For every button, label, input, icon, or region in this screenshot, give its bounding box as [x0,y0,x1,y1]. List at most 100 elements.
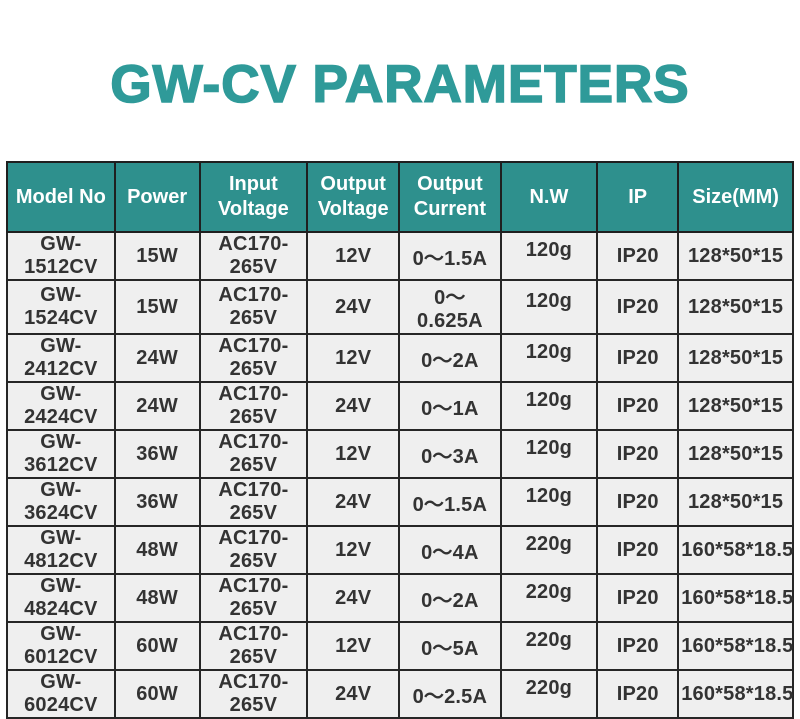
table-cell-output-voltage: 12V [306,429,401,479]
table-cell-input-voltage: AC170-265V [198,621,309,671]
table-cell-input-voltage: AC170-265V [198,477,309,527]
table-cell-ip: IP20 [596,573,680,623]
table-cell-size-mm: 128*50*15 [677,279,794,335]
table-cell-power: 24W [113,333,201,383]
table-cell-power: 36W [113,429,201,479]
table-cell-ip: IP20 [596,525,680,575]
table-body: GW-1512CV 15W AC170-265V 12V 0～1.5A 120g IP20 1… [6,231,794,719]
table-cell-size-mm: 160*58*18.5 [677,525,794,575]
table-cell-nw: 220g [499,525,599,575]
table-cell-input-voltage: AC170-265V [198,381,309,431]
column-header-size-mm: Size(MM) [677,161,794,233]
table-cell-output-current: 0～1A [398,381,502,431]
table-cell-nw: 120g [499,279,599,335]
table-cell-power: 60W [113,621,201,671]
column-header-output-current: Output Current [398,161,502,233]
table-cell-output-current: 0～2.5A [398,669,502,719]
table-cell-nw: 120g [499,429,599,479]
table-cell-nw: 120g [499,381,599,431]
table-row: GW-3624CV 36W AC170-265V 24V 0～1.5A 120g IP20 1… [6,477,794,527]
table-cell-output-voltage: 24V [306,669,401,719]
table-cell-size-mm: 160*58*18.5 [677,669,794,719]
table-row: GW-2412CV 24W AC170-265V 12V 0～2A 120g IP20 128… [6,333,794,383]
table-cell-model-no: GW-1512CV [6,231,116,281]
table-row: GW-4812CV 48W AC170-265V 12V 0～4A 220g IP20 160… [6,525,794,575]
table-cell-size-mm: 128*50*15 [677,381,794,431]
table-cell-ip: IP20 [596,333,680,383]
table-cell-output-voltage: 24V [306,477,401,527]
table-row: GW-6024CV 60W AC170-265V 24V 0～2.5A 220g IP20 1… [6,669,794,719]
table-row: GW-2424CV 24W AC170-265V 24V 0～1A 120g IP20 128… [6,381,794,431]
table-cell-size-mm: 160*58*18.5 [677,573,794,623]
table-cell-size-mm: 128*50*15 [677,333,794,383]
table-cell-ip: IP20 [596,477,680,527]
table-cell-nw: 220g [499,669,599,719]
column-header-input-voltage: Input Voltage [198,161,309,233]
column-header-model-no: Model No [6,161,116,233]
page-title: GW-CV PARAMETERS [110,55,690,114]
table-cell-output-current: 0～3A [398,429,502,479]
table-cell-power: 15W [113,279,201,335]
table-cell-model-no: GW-2412CV [6,333,116,383]
table-cell-ip: IP20 [596,669,680,719]
table-cell-ip: IP20 [596,621,680,671]
table-cell-model-no: GW-6024CV [6,669,116,719]
parameters-table: Model No Power Input Voltage Output Volt… [6,161,794,719]
column-header-power: Power [113,161,201,233]
table-cell-input-voltage: AC170-265V [198,333,309,383]
table-cell-nw: 120g [499,477,599,527]
table-cell-input-voltage: AC170-265V [198,669,309,719]
table-cell-output-voltage: 12V [306,621,401,671]
table-cell-model-no: GW-3612CV [6,429,116,479]
table-row: GW-1512CV 15W AC170-265V 12V 0～1.5A 120g IP20 1… [6,231,794,281]
table-header-row: Model No Power Input Voltage Output Volt… [6,161,794,233]
table-cell-nw: 120g [499,333,599,383]
table-row: GW-6012CV 60W AC170-265V 12V 0～5A 220g IP20 160… [6,621,794,671]
table-cell-power: 36W [113,477,201,527]
table-cell-output-voltage: 12V [306,525,401,575]
table-cell-ip: IP20 [596,231,680,281]
table-cell-model-no: GW-3624CV [6,477,116,527]
table-cell-output-voltage: 24V [306,573,401,623]
table-row: GW-1524CV 15W AC170-265V 24V 0～0.625A 120g IP2… [6,279,794,335]
table-cell-output-current: 0～1.5A [398,231,502,281]
table-cell-ip: IP20 [596,279,680,335]
table-cell-model-no: GW-6012CV [6,621,116,671]
table-cell-output-current: 0～1.5A [398,477,502,527]
table-cell-output-current: 0～2A [398,573,502,623]
table-cell-nw: 220g [499,573,599,623]
table-cell-output-current: 0～0.625A [398,279,502,335]
column-header-ip: IP [596,161,680,233]
table-cell-model-no: GW-4824CV [6,573,116,623]
table-cell-input-voltage: AC170-265V [198,231,309,281]
table-cell-output-current: 0～2A [398,333,502,383]
table-cell-size-mm: 128*50*15 [677,231,794,281]
table-cell-size-mm: 128*50*15 [677,477,794,527]
table-cell-power: 48W [113,573,201,623]
table-cell-output-voltage: 12V [306,231,401,281]
table-cell-ip: IP20 [596,429,680,479]
table-cell-output-current: 0～4A [398,525,502,575]
table-cell-nw: 220g [499,621,599,671]
table-cell-power: 15W [113,231,201,281]
table-cell-model-no: GW-1524CV [6,279,116,335]
table-cell-power: 60W [113,669,201,719]
table-cell-input-voltage: AC170-265V [198,573,309,623]
column-header-nw: N.W [499,161,599,233]
table-cell-input-voltage: AC170-265V [198,279,309,335]
table-row: GW-4824CV 48W AC170-265V 24V 0～2A 220g IP20 160… [6,573,794,623]
table-cell-size-mm: 128*50*15 [677,429,794,479]
table-cell-output-voltage: 12V [306,333,401,383]
table-cell-ip: IP20 [596,381,680,431]
table-cell-output-voltage: 24V [306,381,401,431]
table-cell-model-no: GW-4812CV [6,525,116,575]
table-cell-output-voltage: 24V [306,279,401,335]
table-cell-power: 48W [113,525,201,575]
table-cell-size-mm: 160*58*18.5 [677,621,794,671]
table-cell-input-voltage: AC170-265V [198,525,309,575]
table-cell-input-voltage: AC170-265V [198,429,309,479]
table-cell-power: 24W [113,381,201,431]
table-cell-output-current: 0～5A [398,621,502,671]
table-row: GW-3612CV 36W AC170-265V 12V 0～3A 120g IP20 128… [6,429,794,479]
